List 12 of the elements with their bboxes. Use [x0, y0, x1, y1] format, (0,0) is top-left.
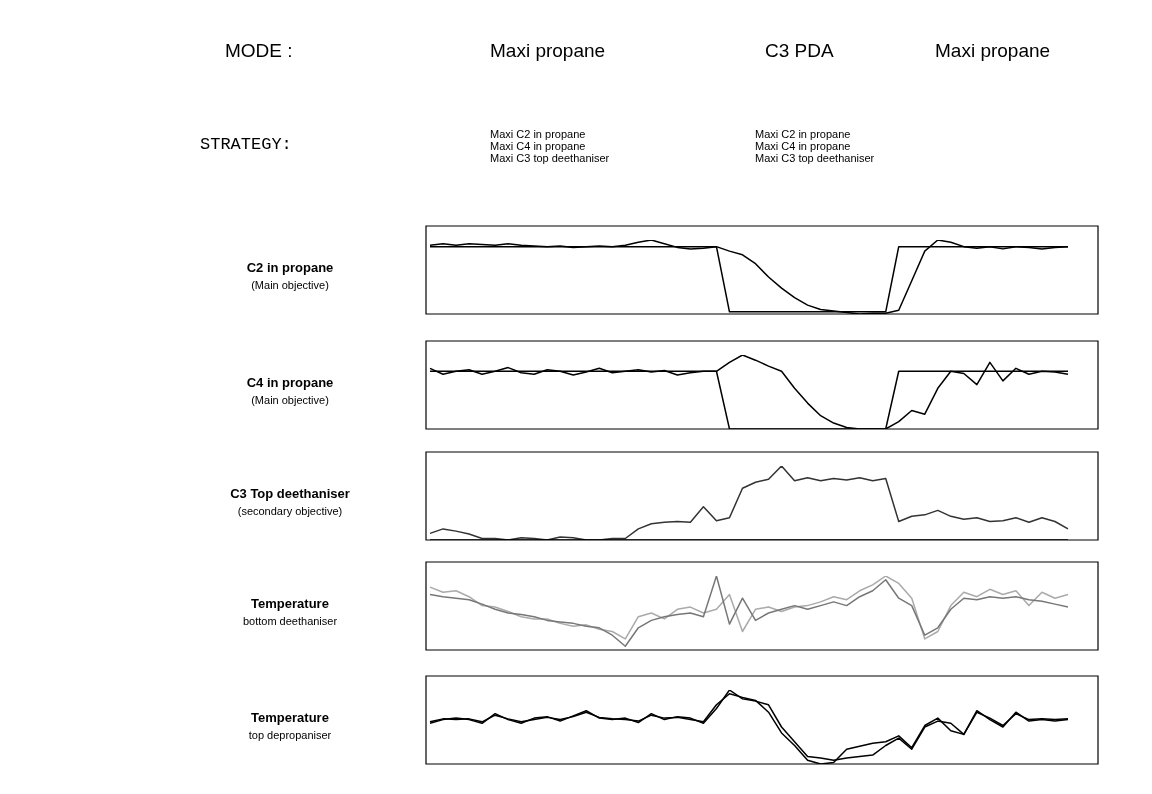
y-axis-title: C4 in propane (Main objective) — [246, 375, 334, 406]
y-axis-title: C2 in propane (Main objective) — [246, 260, 334, 291]
text: Maxi propane — [490, 40, 606, 62]
y-axis-title: C3 Top deethaniser (secondary objective) — [230, 486, 350, 517]
text: Maxi C2 in propane Maxi C4 in propane Maxi C3 top deethaniser — [755, 128, 875, 164]
y-axis-title: Temperature bottom deethaniser — [242, 596, 338, 627]
text: Maxi propane — [935, 40, 1051, 62]
text: C3 PDA — [765, 40, 834, 62]
text: MODE : — [225, 40, 293, 62]
text: Maxi C2 in propane Maxi C4 in propane Maxi C3 top deethaniser — [490, 128, 610, 164]
text: STRATEGY: — [200, 135, 292, 154]
y-axis-title: Temperature top depropaniser — [248, 710, 332, 741]
